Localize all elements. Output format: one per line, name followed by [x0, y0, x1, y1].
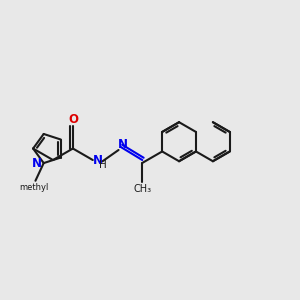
Text: N: N: [93, 154, 103, 166]
Text: H: H: [100, 160, 107, 170]
Text: N: N: [32, 157, 42, 169]
Text: O: O: [68, 112, 78, 126]
Text: N: N: [118, 138, 128, 151]
Text: CH₃: CH₃: [133, 184, 151, 194]
Text: methyl: methyl: [19, 183, 49, 192]
